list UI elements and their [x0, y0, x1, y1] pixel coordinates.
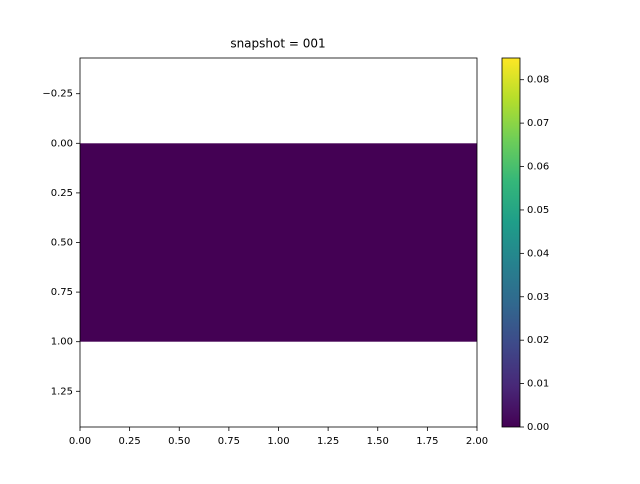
- colorbar: [501, 57, 521, 428]
- colorbar-tick-label: 0.01: [527, 379, 549, 390]
- x-tick-label: 1.00: [267, 436, 289, 447]
- colorbar-tick-label: 0.05: [527, 205, 549, 216]
- y-tick-label: 0.75: [51, 287, 73, 298]
- colorbar-tick-label: 0.08: [527, 75, 549, 86]
- y-tick-label: 0.50: [51, 238, 73, 249]
- x-tick-label: 1.75: [416, 436, 438, 447]
- x-tick-label: 0.00: [69, 436, 91, 447]
- y-tick-label: 1.00: [51, 337, 73, 348]
- colorbar-tick-label: 0.04: [527, 248, 549, 259]
- y-tick-label: −0.25: [42, 89, 73, 100]
- x-tick-label: 1.50: [367, 436, 389, 447]
- colorbar-tick-label: 0.02: [527, 335, 549, 346]
- colorbar-tick-label: 0.07: [527, 118, 549, 129]
- chart-title: snapshot = 001: [230, 37, 325, 51]
- colorbar-tick-label: 0.06: [527, 162, 549, 173]
- x-tick-label: 1.25: [317, 436, 339, 447]
- colorbar-tick-label: 0.03: [527, 292, 549, 303]
- x-tick-label: 0.75: [218, 436, 240, 447]
- x-tick-label: 2.00: [466, 436, 488, 447]
- y-tick-label: 0.00: [51, 138, 73, 149]
- heatmap-cell: [80, 143, 477, 342]
- x-tick-label: 0.25: [118, 436, 140, 447]
- x-tick-label: 0.50: [168, 436, 190, 447]
- y-tick-label: 1.25: [51, 386, 73, 397]
- colorbar-tick-label: 0.00: [527, 422, 549, 433]
- y-tick-label: 0.25: [51, 188, 73, 199]
